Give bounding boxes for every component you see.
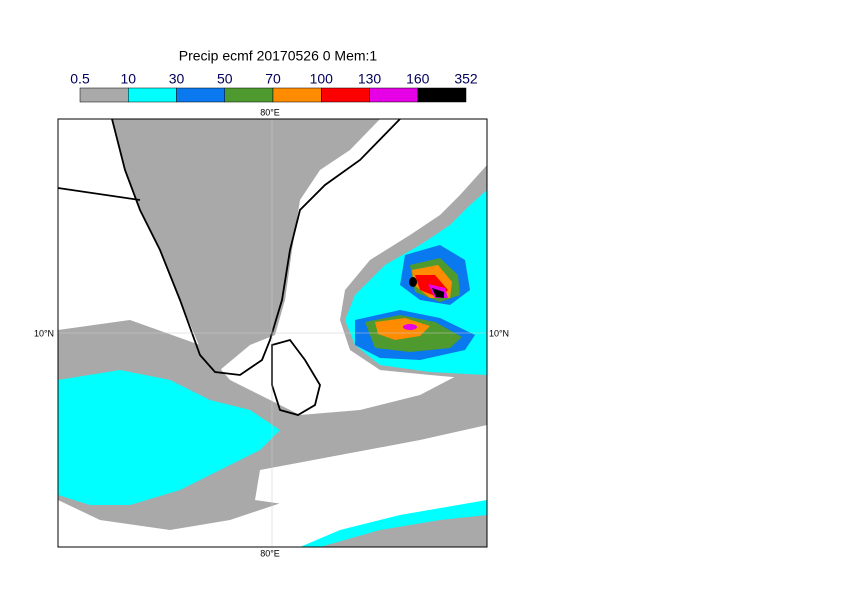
dry-area <box>255 425 487 505</box>
colorbar-label: 10 <box>120 71 136 87</box>
orange-area <box>375 318 430 340</box>
gray-area <box>320 515 487 547</box>
colorbar-label: 160 <box>406 71 430 87</box>
colorbar-box <box>369 87 418 103</box>
black-area <box>432 288 444 298</box>
map-title: Precip ecmf 20170526 0 Mem:1 <box>179 48 378 64</box>
colorbar-label: 50 <box>217 71 233 87</box>
dry-area <box>290 119 487 415</box>
colorbar-box <box>272 87 322 103</box>
black-area <box>409 277 417 287</box>
lat-label: 10°N <box>489 328 509 338</box>
lon-label: 80°E <box>260 548 280 558</box>
coastline <box>58 119 401 376</box>
colorbar-box <box>79 87 129 103</box>
colorbar-label: 70 <box>265 71 281 87</box>
colorbar-label: 130 <box>358 71 382 87</box>
colorbar-label: 30 <box>169 71 185 87</box>
colorbar: 0.5 10 30 50 70 100 130 160 352 <box>70 71 478 103</box>
colorbar-label: 0.5 <box>70 71 90 87</box>
cyan-area <box>58 370 280 505</box>
coastline <box>271 338 321 416</box>
precip-field <box>58 119 487 547</box>
colorbar-label: 352 <box>454 71 478 87</box>
lon-label: 80°E <box>260 107 280 117</box>
colorbar-box <box>224 87 274 103</box>
colorbar-box <box>417 87 467 103</box>
colorbar-label: 100 <box>310 71 334 87</box>
colorbar-box <box>128 87 177 103</box>
map-frame <box>57 118 488 548</box>
magenta-area <box>403 324 417 330</box>
gray-area <box>112 119 380 370</box>
lat-label: 10°N <box>34 328 54 338</box>
colorbar-box <box>176 87 225 103</box>
colorbar-box <box>321 87 370 103</box>
